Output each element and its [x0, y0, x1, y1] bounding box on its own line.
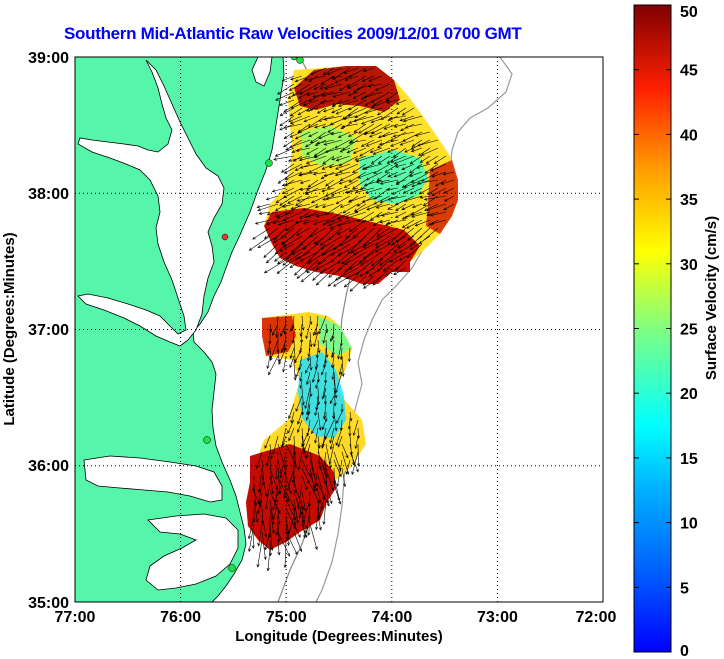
velocity-arrow-set [248, 67, 455, 572]
x-tick-label: 75:00 [266, 609, 307, 626]
y-axis-title: Latitude (Degrees:Minutes) [1, 232, 18, 425]
colorbar-tick-label: 25 [680, 322, 698, 339]
colorbar-tick-label: 0 [680, 643, 689, 659]
x-axis-title: Longitude (Degrees:Minutes) [235, 628, 443, 645]
x-tick-label: 76:00 [160, 609, 201, 626]
velocity-field-south-core [262, 316, 296, 356]
x-tick-label: 74:00 [371, 609, 412, 626]
plot-frame [74, 56, 604, 603]
colorbar-ticks: 0 5 10 15 20 25 30 35 40 45 50 [634, 4, 698, 659]
colorbar-tick-label: 20 [680, 386, 698, 403]
radar-station [228, 564, 236, 572]
x-tick-label: 72:00 [576, 609, 617, 626]
velocity-field-north-core [426, 160, 458, 234]
colorbar-tick-label: 30 [680, 257, 698, 274]
y-tick-label: 35:00 [28, 595, 69, 612]
colorbar-tick-label: 45 [680, 63, 698, 80]
x-tick-label: 77:00 [55, 609, 96, 626]
chesapeake-bay [77, 59, 225, 347]
pamlico-sound [145, 513, 239, 591]
colorbar-tick-label: 40 [680, 127, 698, 144]
albemarle-sound [83, 455, 223, 503]
colorbar-tick-label: 15 [680, 451, 698, 468]
y-tick-label: 37:00 [28, 322, 69, 339]
y-tick-label: 39:00 [28, 50, 69, 67]
colorbar-tick-label: 50 [680, 4, 698, 21]
velocity-vectors [248, 67, 455, 572]
colorbar-tick-label: 5 [680, 580, 689, 597]
radar-station-inactive [221, 233, 229, 241]
colorbar-tick-label: 10 [680, 516, 698, 533]
grid [75, 57, 603, 602]
y-tick-label: 38:00 [28, 186, 69, 203]
y-tick-label: 36:00 [28, 458, 69, 475]
chart-title: Southern Mid-Atlantic Raw Velocities 200… [64, 24, 522, 43]
shelf-break-contour [315, 57, 513, 602]
colorbar-tick-label: 35 [680, 192, 698, 209]
colorbar-title: Surface Velocity (cm/s) [703, 216, 720, 380]
radar-station [296, 57, 304, 64]
colorbar [633, 4, 672, 653]
radar-station [265, 159, 273, 167]
radar-station [203, 436, 211, 444]
delaware-bay [251, 57, 273, 87]
radar-station [290, 57, 298, 61]
x-tick-label: 73:00 [477, 609, 518, 626]
